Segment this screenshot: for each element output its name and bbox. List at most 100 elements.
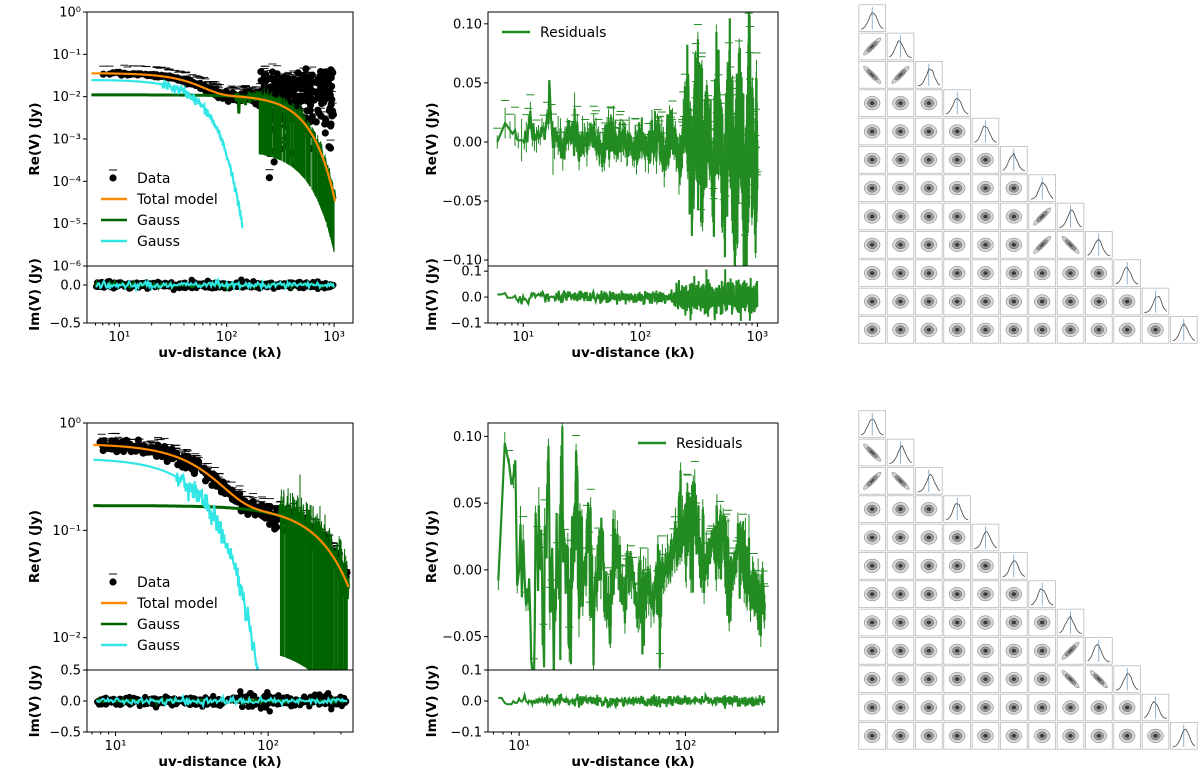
density-contour-core: [1039, 242, 1045, 248]
corner-cell: [971, 316, 1000, 344]
y-axis-label-imag: Im(V) (Jy): [424, 258, 440, 331]
density-contour-core: [898, 242, 903, 247]
corner-cell: [915, 174, 943, 202]
density-contour-core: [983, 705, 988, 710]
data-point: [321, 129, 329, 137]
data-point: [134, 436, 142, 444]
y-tick-label: 10⁰: [59, 417, 81, 432]
density-contour-core: [1068, 299, 1073, 304]
corner-cell: [943, 495, 971, 523]
corner-cell: [1056, 722, 1085, 750]
corner-cell: [1028, 316, 1056, 344]
corner-cell: [943, 552, 971, 580]
corner-cell: [915, 495, 943, 523]
density-contour-core: [954, 242, 960, 247]
corner-cell: [971, 693, 1000, 722]
x-tick-label: 10²: [675, 739, 697, 754]
corner-cell: [858, 316, 886, 344]
corner-cell: [1028, 259, 1056, 287]
imag-data-point: [152, 704, 160, 711]
y-tick-label: 10⁻¹: [52, 48, 81, 63]
corner-cell: [1028, 202, 1056, 231]
density-contour-core: [1011, 620, 1017, 625]
density-contour-core: [869, 450, 875, 455]
corner-cell: [915, 637, 943, 665]
total-model-line: [93, 443, 350, 588]
data-point: [293, 76, 301, 85]
density-contour-core: [926, 620, 932, 625]
density-contour-core: [1124, 327, 1130, 332]
density-contour-core: [898, 478, 903, 484]
density-contour-core: [869, 186, 875, 191]
residual-panel-bottom-middle: 0.10 0.05 0.00 −0.05 0.1 0.0 −0.1 10¹ 10² Re(V) (…: [424, 422, 779, 770]
corner-cell: [1141, 693, 1170, 722]
density-contour-core: [898, 72, 903, 78]
corner-cell: [858, 32, 886, 61]
density-contour-core: [869, 563, 875, 568]
density-contour-core: [898, 186, 903, 191]
density-contour-core: [1096, 299, 1102, 304]
corner-cell: [915, 146, 943, 174]
density-contour-core: [954, 214, 960, 219]
data-point: [212, 482, 220, 490]
y-tick-label: 10⁻⁶: [52, 260, 81, 275]
corner-cell: [943, 316, 971, 344]
density-contour-core: [869, 327, 875, 332]
density-contour-core: [926, 563, 932, 568]
corner-cell: [1028, 722, 1056, 750]
corner-cell: [943, 259, 971, 287]
density-contour-core: [954, 592, 960, 597]
density-contour-core: [983, 242, 988, 247]
corner-cell: [858, 287, 886, 316]
density-contour-core: [1011, 214, 1017, 219]
density-contour-core: [954, 271, 960, 276]
data-point: [325, 74, 333, 82]
corner-cell: [971, 259, 1000, 287]
density-contour-core: [869, 299, 875, 304]
density-contour-core: [1011, 242, 1017, 247]
density-contour-core: [869, 129, 875, 134]
density-contour-core: [954, 535, 960, 540]
corner-cell: [886, 693, 915, 722]
lower-axes-frame: [487, 265, 779, 324]
imag-data-point: [239, 703, 246, 710]
density-contour-core: [898, 271, 903, 276]
data-point: [312, 118, 320, 126]
imag-data-point: [338, 702, 345, 710]
corner-cell: [1028, 637, 1056, 665]
corner-cell: [886, 231, 915, 259]
x-tick-label: 10¹: [512, 330, 534, 345]
imag-gauss-cyan: [95, 276, 336, 294]
lower-axes-frame: [86, 265, 354, 324]
density-contour-core: [869, 733, 875, 738]
gauss-cyan-line: [91, 78, 244, 229]
y-tick-label: 0.1: [461, 265, 482, 280]
corner-cell: [1000, 202, 1028, 231]
imag-data-point: [216, 702, 224, 709]
density-contour-core: [898, 129, 903, 134]
corner-cell: [943, 202, 971, 231]
data-point: [329, 111, 337, 119]
data-point: [306, 106, 314, 114]
density-contour-core: [898, 535, 903, 540]
corner-cell: [1028, 231, 1056, 259]
legend-label: Residuals: [540, 25, 606, 41]
density-contour-core: [1068, 676, 1073, 682]
corner-cell: [1000, 722, 1028, 750]
corner-cell: [915, 580, 943, 608]
upper-plot-area: [91, 63, 337, 253]
density-contour-core: [898, 214, 903, 219]
y-tick-label: 0.05: [453, 76, 482, 91]
x-axis-label: uv-distance (kλ): [571, 345, 694, 361]
density-contour-core: [898, 157, 903, 162]
corner-cell: [915, 117, 943, 146]
y-tick-label: 10⁻²: [52, 631, 81, 646]
x-tick-label: 10³: [323, 330, 345, 345]
legend-label: Gauss: [137, 638, 180, 654]
density-contour-core: [1068, 242, 1073, 248]
y-tick-label: 10⁻³: [52, 133, 81, 148]
corner-cell: [943, 146, 971, 174]
corner-cell: [886, 117, 915, 146]
density-contour-core: [983, 271, 988, 276]
density-contour-core: [1011, 677, 1017, 682]
